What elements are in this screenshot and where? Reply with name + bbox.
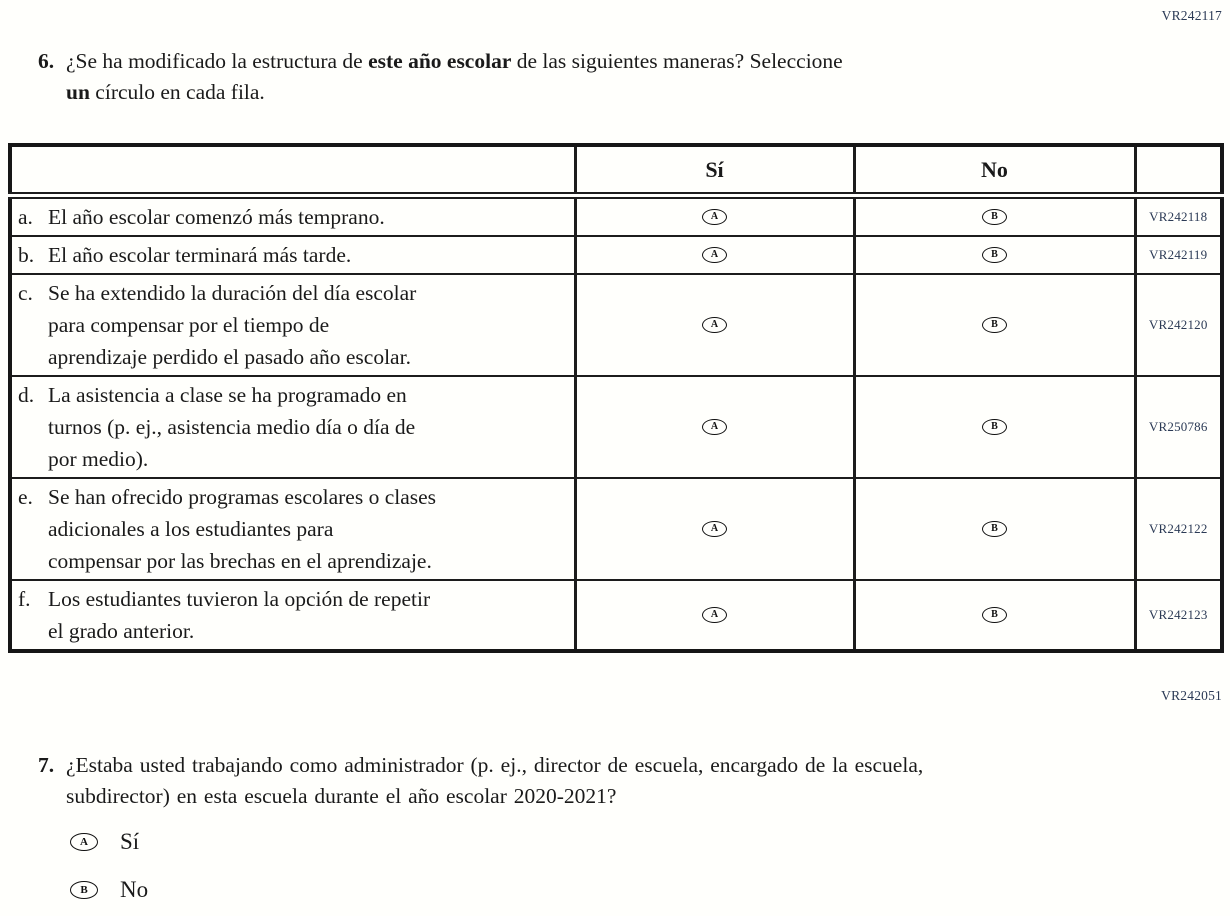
row-a-description: a. El año escolar comenzó más temprano. [8,194,577,236]
row-c-bubble-yes[interactable]: A [702,317,727,334]
row-e-bubble-no[interactable]: B [982,521,1007,538]
question-7-line-1: ¿Estaba usted trabajando como administra… [66,753,924,777]
table-row-d: d. La asistencia a clase se ha programad… [8,375,1224,478]
option-yes-bubble[interactable]: A [70,833,98,851]
row-b-bubble-yes[interactable]: A [702,247,727,264]
table-row-e: e. Se han ofrecido programas escolares o… [8,477,1224,580]
row-e-description: e. Se han ofrecido programas escolares o… [8,477,577,580]
option-no-label: No [120,877,149,902]
header-empty-cell [8,145,577,199]
table-header-row: Sí No [8,145,1224,199]
row-b-bubble-no[interactable]: B [982,247,1007,264]
row-a-bubble-yes[interactable]: A [702,209,727,226]
table-row-f: f. Los estudiantes tuvieron la opción de… [8,579,1224,651]
row-a-code: VR242118 [1133,194,1224,236]
question-6-text: ¿Se ha modificado la estructura de este … [66,46,843,108]
row-e-bubble-yes[interactable]: A [702,521,727,538]
question-7-option-no[interactable]: B No [70,878,148,902]
table-row-b: b. El año escolar terminará más tarde. A… [8,235,1224,274]
row-d-bubble-no[interactable]: B [982,419,1007,436]
row-d-code: VR250786 [1133,375,1224,478]
question-6-line-2: un círculo en cada fila. [66,80,265,104]
row-a-bubble-no[interactable]: B [982,209,1007,226]
question-6-response-table: Sí No a. El año escolar comenzó más temp… [8,143,1224,653]
question-7-option-yes[interactable]: A Sí [70,830,139,854]
row-f-bubble-yes[interactable]: A [702,607,727,624]
row-d-description: d. La asistencia a clase se ha programad… [8,375,577,478]
row-b-code: VR242119 [1133,235,1224,274]
header-no: No [852,145,1137,199]
question-6-number: 6. [38,49,55,73]
row-b-description: b. El año escolar terminará más tarde. [8,235,577,274]
question-6: 6. ¿Se ha modificado la estructura de es… [38,46,843,108]
table-row-c: c. Se ha extendido la duración del día e… [8,273,1224,376]
question-7-number: 7. [38,753,55,777]
header-si: Sí [573,145,856,199]
row-f-code: VR242123 [1133,579,1224,651]
question-7-text: ¿Estaba usted trabajando como administra… [66,750,923,812]
row-c-code: VR242120 [1133,273,1224,376]
row-c-description: c. Se ha extendido la duración del día e… [8,273,577,376]
question-7-line-2: subdirector) en esta escuela durante el … [66,784,617,808]
question-6-line-1: ¿Se ha modificado la estructura de este … [66,49,843,73]
header-code-cell [1133,145,1224,199]
row-e-code: VR242122 [1133,477,1224,580]
page-code-mid: VR242051 [1161,688,1222,703]
row-f-description: f. Los estudiantes tuvieron la opción de… [8,579,577,651]
table-row-a: a. El año escolar comenzó más temprano. … [8,194,1224,236]
option-no-bubble[interactable]: B [70,881,98,899]
row-c-bubble-no[interactable]: B [982,317,1007,334]
row-d-bubble-yes[interactable]: A [702,419,727,436]
option-yes-label: Sí [120,829,140,854]
row-f-bubble-no[interactable]: B [982,607,1007,624]
page-code-top: VR242117 [1161,8,1222,23]
question-7: 7. ¿Estaba usted trabajando como adminis… [38,750,923,812]
